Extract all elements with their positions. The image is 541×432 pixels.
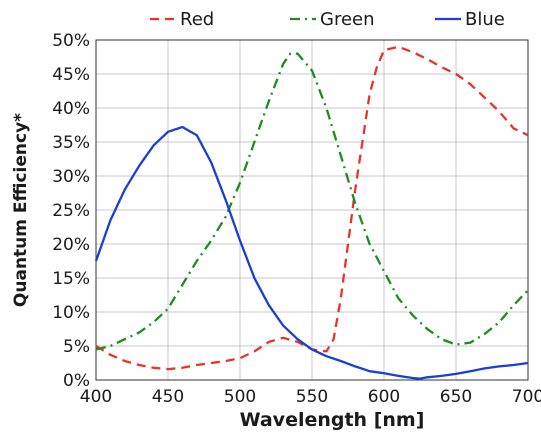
y-tick-label: 35% [52, 133, 90, 153]
x-axis-ticks: 400 450 500 550 600 650 700 [80, 387, 541, 407]
y-tick-label: 10% [52, 303, 90, 323]
plot-area-frame [95, 39, 529, 381]
grid [95, 39, 529, 381]
x-tick-label: 400 [80, 387, 112, 407]
x-tick-label: 700 [512, 387, 541, 407]
series-line-blue [94, 125, 529, 380]
series-lines [94, 45, 529, 380]
series-line-green [95, 52, 529, 351]
legend: Red Green Blue [150, 9, 505, 30]
x-axis-title: Wavelength [nm] [240, 409, 425, 431]
x-tick-label: 600 [368, 387, 400, 407]
y-tick-label: 20% [52, 235, 90, 255]
y-tick-label: 15% [52, 269, 90, 289]
x-tick-label: 550 [296, 387, 328, 407]
legend-label-red: Red [180, 9, 214, 30]
x-tick-label: 500 [224, 387, 256, 407]
legend-label-blue: Blue [465, 9, 505, 30]
y-tick-label: 50% [52, 31, 90, 51]
y-tick-label: 25% [52, 201, 90, 221]
y-tick-label: 45% [52, 65, 90, 85]
y-tick-label: 30% [52, 167, 90, 187]
y-axis-title: Quantum Efficiency* [11, 113, 31, 307]
y-tick-label: 5% [63, 337, 90, 357]
series-line-red [95, 45, 529, 371]
y-tick-label: 0% [63, 371, 90, 391]
y-axis-ticks: 0% 5% 10% 15% 20% 25% 30% 35% 40% 45% 50% [52, 31, 90, 391]
legend-label-green: Green [320, 9, 375, 30]
y-tick-label: 40% [52, 99, 90, 119]
x-tick-label: 450 [152, 387, 184, 407]
x-tick-label: 650 [440, 387, 472, 407]
